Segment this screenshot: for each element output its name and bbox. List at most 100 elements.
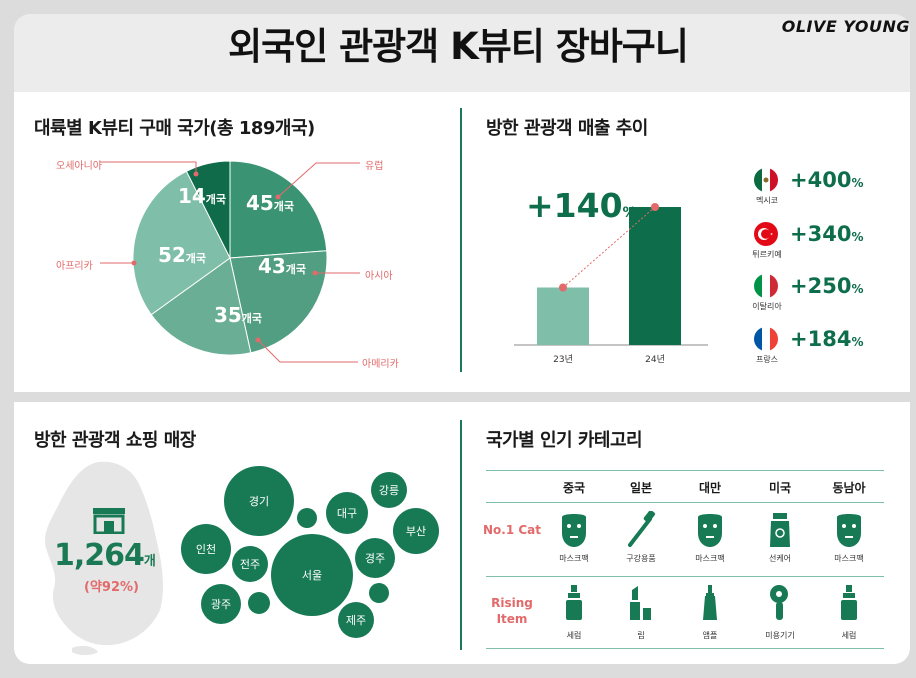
pie-leader-dot bbox=[275, 194, 281, 200]
cell-label: 미용기기 bbox=[765, 631, 795, 640]
region-gwangju: 광주 bbox=[201, 584, 241, 624]
col-china: 중국 bbox=[562, 481, 586, 495]
country-value: +340% bbox=[790, 222, 864, 246]
table-top-line bbox=[486, 470, 884, 471]
region-dot bbox=[248, 592, 270, 614]
bottom-divider bbox=[460, 420, 462, 650]
country-turkiye: 튀르키예 +340% bbox=[752, 222, 864, 259]
bar-24년 bbox=[629, 207, 681, 345]
serum-icon bbox=[566, 585, 582, 620]
mexico-flag-icon bbox=[754, 168, 778, 192]
cell-label: 립 bbox=[637, 631, 645, 640]
pie-slice bbox=[185, 160, 231, 259]
header-bar bbox=[14, 14, 910, 92]
table-row-line bbox=[486, 576, 884, 577]
region-incheon: 인천 bbox=[181, 524, 231, 574]
col-usa: 미국 bbox=[768, 481, 792, 495]
country-italy: 이탈리아 +250% bbox=[752, 274, 864, 311]
row-rising-item: Rising Item bbox=[491, 596, 533, 626]
store-count: 1,264개 bbox=[54, 538, 156, 573]
pie-leader-dot bbox=[131, 260, 137, 266]
region-daegu: 대구 bbox=[326, 492, 368, 534]
region-dot bbox=[369, 583, 389, 603]
korea-map-icon bbox=[45, 461, 163, 655]
italy-flag-icon bbox=[754, 274, 778, 298]
table-bottom-line bbox=[486, 648, 884, 649]
region-dot bbox=[297, 508, 317, 528]
pie-slice bbox=[132, 170, 231, 316]
pie-label-africa: 아프리카 bbox=[56, 261, 93, 272]
turkiye-flag-icon bbox=[754, 222, 778, 246]
pie-slice bbox=[229, 160, 328, 259]
store-share: (약92%) bbox=[84, 580, 139, 595]
cell-label: 세럼 bbox=[841, 631, 857, 640]
sunscreen-icon bbox=[770, 513, 790, 547]
country-mexico: 멕시코 +400% bbox=[754, 168, 864, 205]
cell-label: 마스크팩 bbox=[695, 554, 725, 563]
cell-label: 세럼 bbox=[566, 631, 582, 640]
region-gyeonggi: 경기 bbox=[224, 466, 294, 536]
region-jeju: 제주 bbox=[338, 602, 374, 638]
country-value: +250% bbox=[790, 274, 864, 298]
country-france: 프랑스 +184% bbox=[754, 327, 864, 364]
pie-label-america: 아메리카 bbox=[362, 359, 399, 370]
bottom-panel bbox=[14, 402, 910, 664]
ampoule-icon bbox=[703, 585, 717, 620]
col-japan: 일본 bbox=[629, 481, 653, 495]
country-value: +184% bbox=[790, 327, 864, 351]
growth-line bbox=[562, 206, 656, 288]
pie-label-asia: 아시아 bbox=[365, 271, 393, 282]
region-seoul: 서울 bbox=[271, 534, 353, 616]
pie-leader-dot bbox=[193, 171, 199, 177]
cell-label: 마스크팩 bbox=[559, 554, 589, 563]
lipstick-icon bbox=[630, 586, 651, 620]
pie-value-label: 52개국 bbox=[158, 243, 206, 267]
france-flag-icon bbox=[754, 327, 778, 351]
pie-slice bbox=[229, 250, 328, 354]
pie-slice bbox=[150, 257, 252, 356]
country-value: +400% bbox=[790, 168, 864, 192]
mask-icon bbox=[562, 514, 586, 547]
pie-leader-line bbox=[277, 162, 360, 198]
toothbrush-icon bbox=[628, 511, 656, 547]
pie-leader-line bbox=[100, 161, 197, 174]
top-divider bbox=[460, 108, 462, 372]
stores-title: 방한 관광객 쇼핑 매장 bbox=[34, 430, 196, 451]
pie-leader-dot bbox=[255, 337, 261, 343]
pie-leader-line bbox=[257, 339, 358, 363]
growth-dot bbox=[651, 203, 659, 211]
pie-value-label: 14개국 bbox=[178, 184, 226, 208]
cell-label: 마스크팩 bbox=[834, 554, 864, 563]
pie-value-label: 45개국 bbox=[246, 191, 294, 215]
pie-label-europe: 유럽 bbox=[365, 161, 384, 172]
col-sea: 동남아 bbox=[832, 481, 866, 495]
serum-icon bbox=[841, 585, 857, 620]
row-top-category: No.1 Cat bbox=[482, 523, 541, 537]
bar-tick-label: 24년 bbox=[645, 354, 665, 365]
growth-value: +140% bbox=[526, 186, 637, 225]
bar-23년 bbox=[537, 287, 589, 345]
pie-leader-dot bbox=[312, 270, 318, 276]
beauty-device-icon bbox=[770, 585, 788, 620]
cell-label: 구강용품 bbox=[626, 554, 656, 563]
pie-label-oceania: 오세아니아 bbox=[56, 161, 102, 172]
continent-title: 대륙별 K뷰티 구매 국가(총 189개국) bbox=[34, 118, 315, 139]
bar-tick-label: 23년 bbox=[553, 354, 573, 365]
sales-title: 방한 관광객 매출 추이 bbox=[486, 118, 648, 139]
pie-value-label: 35개국 bbox=[214, 303, 262, 327]
cell-label: 앰플 bbox=[702, 631, 718, 640]
store-icon bbox=[93, 508, 125, 534]
cell-label: 선케어 bbox=[768, 554, 792, 563]
mask-icon bbox=[698, 514, 722, 547]
categories-title: 국가별 인기 카테고리 bbox=[486, 430, 643, 451]
pie-value-label: 43개국 bbox=[258, 254, 306, 278]
table-header-line bbox=[486, 502, 884, 503]
region-jeonju: 전주 bbox=[232, 546, 268, 582]
col-taiwan: 대만 bbox=[698, 481, 722, 495]
region-gyeongju: 경주 bbox=[355, 538, 395, 578]
brand-logo: OLIVE YOUNG bbox=[781, 17, 910, 36]
page-title: 외국인 관광객 K뷰티 장바구니 bbox=[228, 25, 689, 68]
growth-dot bbox=[559, 283, 567, 292]
